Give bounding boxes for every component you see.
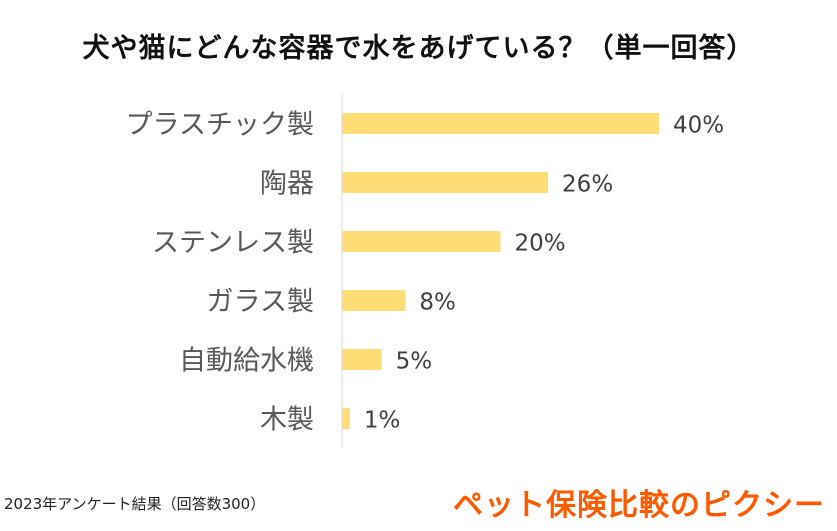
value-label: 40% — [673, 113, 724, 139]
category-label: ステンレス製 — [152, 228, 314, 259]
category-label: 自動給水機 — [179, 346, 314, 377]
bar — [342, 113, 659, 134]
brand-logo: ペット保険比較のピクシー — [453, 488, 825, 523]
value-label: 1% — [364, 408, 401, 434]
value-label: 20% — [515, 231, 566, 257]
category-label: ガラス製 — [207, 287, 314, 318]
category-label: 木製 — [260, 405, 314, 436]
value-label: 8% — [419, 290, 456, 316]
bar — [342, 290, 406, 311]
category-label: プラスチック製 — [126, 110, 314, 141]
bar — [342, 172, 549, 193]
bar — [342, 408, 350, 429]
bar — [342, 349, 382, 370]
value-label: 5% — [396, 349, 433, 375]
chart-title: 犬や猫にどんな容器で水をあげている？（単一回答） — [82, 33, 755, 64]
value-label: 26% — [562, 172, 613, 198]
bar — [342, 231, 501, 252]
survey-footnote: 2023年アンケート結果（回答数300） — [4, 495, 266, 513]
category-label: 陶器 — [260, 169, 314, 200]
